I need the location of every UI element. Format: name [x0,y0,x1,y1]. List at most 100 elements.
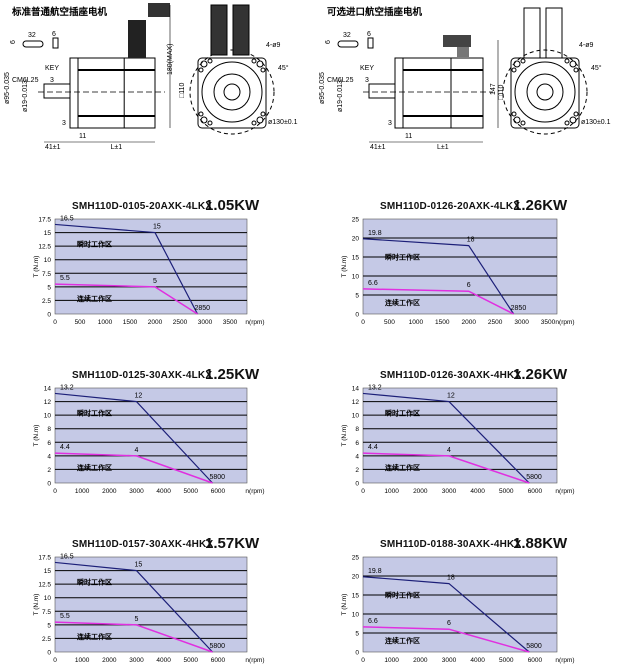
front-hub [213,73,251,111]
dimension-label: L±1 [111,144,123,151]
chart-title: SMH110D-0188-30AXK-4HKX [380,539,522,550]
data-label: 4 [447,447,451,454]
data-label: 5800 [526,474,542,481]
continuous-torque-line [362,626,530,653]
data-label: 2850 [511,305,527,312]
peak-torque-line [54,223,199,315]
continuous-zone-label: 连续工作区 [77,632,112,641]
data-label: 4.4 [60,444,70,451]
dimension-label: 41±1 [45,144,61,151]
x-tick-label: 3000 [129,657,144,664]
dimension-label: 45° [591,64,602,72]
data-label: 5800 [210,643,226,650]
x-tick-label: 1500 [123,319,138,326]
shaft-end [223,83,241,101]
dimension-label: 3 [62,120,66,127]
x-tick-label: 1000 [384,488,399,495]
data-label: 12 [134,393,142,400]
continuous-zone-label: 连续工作区 [77,463,112,472]
connector-icon [128,20,146,58]
x-tick-label: 0 [361,657,365,664]
data-label: 19.8 [368,230,382,237]
key-section [52,37,59,49]
x-tick-label: 6000 [528,488,543,495]
peak-torque-line [362,238,515,315]
chart-title: SMH110D-0125-30AXK-4LKX [72,370,213,381]
hole-icon [573,67,579,73]
x-tick-label: 2000 [102,488,117,495]
flange [69,57,79,129]
y-axis-label: T (N.m) [33,594,40,616]
hole-icon [564,120,570,126]
continuous-zone-label: 连续工作区 [385,636,420,645]
dimension-label: ø95-0.035 [4,72,11,104]
x-tick-label: 0 [53,488,57,495]
mount-hole-icon [256,60,264,68]
x-tick-label: 6000 [211,488,226,495]
continuous-torque-line [362,452,530,484]
y-tick-label: 0 [47,650,51,657]
dimension-label: □110 [179,83,186,98]
connector-elbow-icon [148,3,170,17]
data-label: 5800 [210,474,226,481]
plot-area [362,218,558,315]
y-tick-label: 25 [352,555,360,562]
dimension-label: 41±1 [370,144,386,151]
hole-icon [260,67,266,73]
data-label: 5800 [526,643,542,650]
y-axis-label: T (N.m) [341,594,348,616]
peak-zone-label: 瞬时工作区 [385,253,420,262]
x-tick-label: 3000 [442,657,457,664]
x-tick-label: 2500 [173,319,188,326]
x-tick-label: 2000 [148,319,163,326]
y-tick-label: 10 [352,413,360,420]
hole-icon [520,58,526,64]
key-section [367,37,374,49]
x-tick-label: 2500 [488,319,503,326]
y-tick-label: 12.5 [38,582,51,589]
x-tick-label: 2000 [461,319,476,326]
x-tick-label: 0 [53,657,57,664]
front-connector-icon [210,4,228,56]
drawing-title: 可选进口航空插座电机 [327,6,423,18]
y-tick-label: 0 [47,312,51,319]
y-tick-label: 8 [47,426,51,433]
data-label: 16.5 [60,553,74,560]
chart-1: 0 2.5 5 7.5 10 12.5 15 17.5 0 500 1000 1500 2000 2500… [33,215,265,326]
motor-body [77,57,156,129]
plot-area [54,387,248,484]
y-axis-label: T (N.m) [33,256,40,278]
mount-hole-icon [200,116,208,124]
connector-icon [443,35,471,47]
x-axis-label: n(rpm) [245,319,264,326]
data-label: 13.2 [368,384,382,391]
hole-icon [207,58,213,64]
chart-power-rating: 1.25KW [205,366,260,383]
dimension-label: KEY [45,65,59,72]
data-label: 4 [134,447,138,454]
data-label: 4.4 [368,444,378,451]
bolt-circle [502,49,588,135]
key-outline [22,40,44,48]
data-label: 15 [153,224,161,231]
data-label: 6.6 [368,280,378,287]
motor-drawings: 标准普通航空插座电机 32 6 6 KEY CM6L25 3 3 11 41±1 L±1 180(MA… [4,3,611,151]
dimension-label: 3 [50,77,54,84]
continuous-torque-line [362,288,514,315]
y-tick-label: 7.5 [42,609,51,616]
chart-title: SMH110D-0157-30AXK-4HKX [72,539,214,550]
mount-hole-icon [569,116,577,124]
y-tick-label: 17.5 [38,555,51,562]
y-tick-label: 10 [44,595,52,602]
peak-torque-line [54,561,213,653]
y-axis-label: T (N.m) [33,425,40,447]
hole-icon [564,58,570,64]
data-label: 13.2 [60,384,74,391]
front-hub [526,73,564,111]
x-tick-label: 3000 [442,488,457,495]
x-tick-label: 5000 [499,488,514,495]
y-tick-label: 2.5 [42,298,51,305]
data-label: 18 [447,575,455,582]
dimension-label: 4-ø9 [266,42,281,49]
hole-icon [198,67,204,73]
